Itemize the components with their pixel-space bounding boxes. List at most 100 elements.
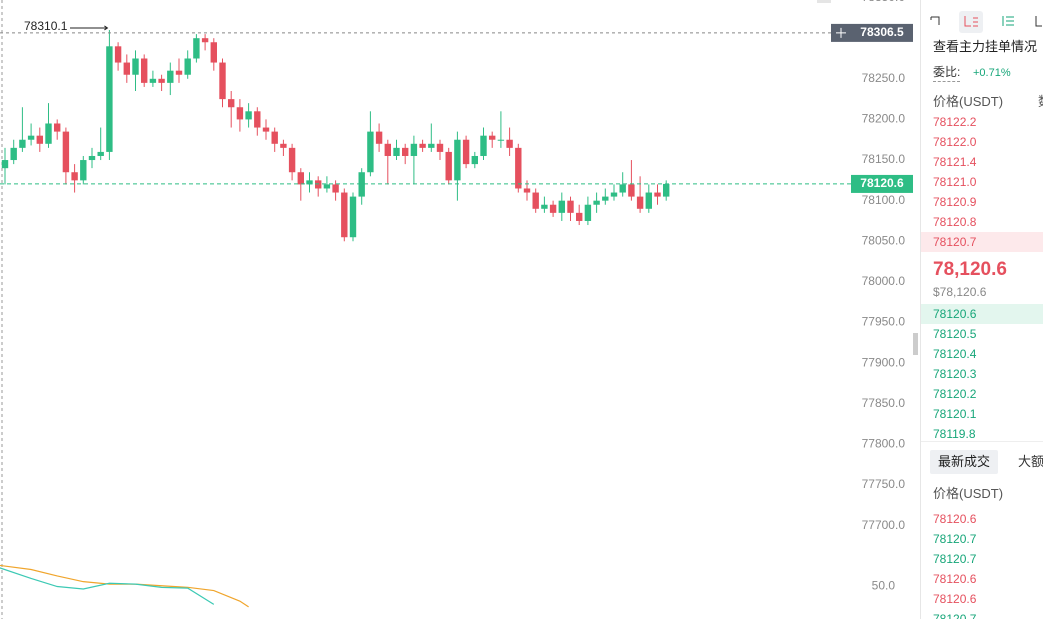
y-tick-label: 77950.0 <box>862 315 906 329</box>
candle-body <box>419 143 426 148</box>
trade-price: 78120.6 <box>933 592 977 606</box>
candle-body <box>410 143 418 156</box>
panel-icons <box>930 11 1042 33</box>
row-highlight <box>921 232 1043 252</box>
candle-body <box>549 204 557 213</box>
candle-body <box>184 58 191 75</box>
ask-price: 78120.9 <box>933 195 977 209</box>
candle-body <box>558 200 565 213</box>
candle-body <box>80 160 87 181</box>
bid-price: 78120.4 <box>933 347 977 361</box>
candle-body <box>19 139 26 148</box>
candle-body <box>27 135 35 140</box>
ask-price: 78120.7 <box>933 235 977 249</box>
candle-body <box>62 131 70 173</box>
candle-body <box>245 111 252 120</box>
candle-body <box>541 204 548 209</box>
y-tick-label: 77750.0 <box>862 477 906 491</box>
candle-body <box>576 212 583 221</box>
panel-title[interactable]: 查看主力挂单情况 <box>933 39 1038 54</box>
icon-selected[interactable] <box>959 11 983 33</box>
divider <box>921 441 1043 442</box>
candle-body <box>158 78 165 83</box>
candle-body <box>193 38 200 59</box>
bid-price: 78120.3 <box>933 367 977 381</box>
trade-price: 78120.6 <box>933 512 977 526</box>
tab[interactable]: 大额 <box>1018 454 1043 469</box>
candle-body <box>645 192 652 209</box>
ask-price: 78121.4 <box>933 155 977 169</box>
ask-price: 78120.8 <box>933 215 977 229</box>
y-tick-label: 78350.0 <box>862 0 906 4</box>
candle-body <box>506 139 513 148</box>
candle-body <box>393 147 400 156</box>
last-price: 78,120.6 <box>933 259 1007 280</box>
indicator-line <box>0 564 249 608</box>
candle-body <box>323 184 331 189</box>
candle-body <box>489 135 496 140</box>
y-tick-label: 77850.0 <box>862 396 906 410</box>
icon[interactable] <box>1002 16 1014 26</box>
icon[interactable] <box>1035 16 1042 27</box>
bid-price: 78120.5 <box>933 327 977 341</box>
candle-body <box>602 196 609 201</box>
candle-body <box>219 62 226 100</box>
candle-body <box>367 131 374 173</box>
bid-price: 78120.6 <box>933 307 977 321</box>
trade-price: 78120.6 <box>933 572 977 586</box>
y-tick-label: 50.0 <box>872 579 896 593</box>
candle-body <box>254 111 261 128</box>
ask-price: 78122.2 <box>933 115 977 129</box>
ratio-label: 委比: <box>933 63 961 82</box>
candle-body <box>10 147 17 161</box>
candle-body <box>306 180 313 185</box>
last-price-usd: $78,120.6 <box>933 285 987 299</box>
high-marker-arrow <box>70 25 109 31</box>
order-panel: 查看主力挂单情况 委比: +0.71% 价格(USDT) 数 78122.2 78… <box>920 0 1043 619</box>
panel-handle[interactable] <box>913 333 918 355</box>
crosshair-tag <box>851 23 913 42</box>
ask-price: 78121.0 <box>933 175 977 189</box>
candle-body <box>1 160 9 169</box>
candle-body <box>54 123 61 132</box>
y-tick-label: 78000.0 <box>862 274 906 288</box>
candle-body <box>271 131 278 144</box>
toolbar-stub <box>817 0 831 3</box>
candle-body <box>471 155 478 165</box>
candle-body <box>36 135 43 144</box>
candle-body <box>349 196 357 238</box>
price-header: 价格(USDT) <box>933 486 1004 501</box>
candle-body <box>45 123 52 144</box>
chart: 77700.0 77750.0 77800.0 77850.0 77900.0 77950… <box>0 0 918 619</box>
candle-body <box>445 151 452 181</box>
candle-body <box>332 184 339 193</box>
candle-body <box>88 155 96 161</box>
candle-body <box>384 143 391 156</box>
candle-body <box>97 151 104 156</box>
candle-body <box>619 184 626 193</box>
candle-body <box>515 147 522 189</box>
candle-body <box>654 192 661 197</box>
candle-body <box>610 192 618 197</box>
candle-body <box>428 143 435 148</box>
candle-body <box>636 196 644 209</box>
y-tick-label: 77800.0 <box>862 437 906 451</box>
candle-body <box>341 192 348 238</box>
candle-body <box>663 183 670 197</box>
candle-body <box>141 58 148 83</box>
candle-body <box>167 70 174 83</box>
candle-body <box>262 127 270 132</box>
icon[interactable] <box>930 16 940 25</box>
candle-body <box>123 62 130 75</box>
y-tick-label: 78150.0 <box>862 152 906 166</box>
bid-price: 78120.2 <box>933 387 977 401</box>
candle-body <box>358 172 365 197</box>
tab[interactable]: 最新成交 <box>930 450 999 474</box>
high-marker-label: 78310.1 <box>24 19 68 33</box>
plus-icon <box>836 27 846 38</box>
candle-body <box>497 139 505 141</box>
crosshair-label: 78306.5 <box>860 25 904 39</box>
y-tick-label: 78250.0 <box>862 71 906 85</box>
candle-body <box>462 139 470 165</box>
trade-price: 78120.7 <box>933 612 977 619</box>
